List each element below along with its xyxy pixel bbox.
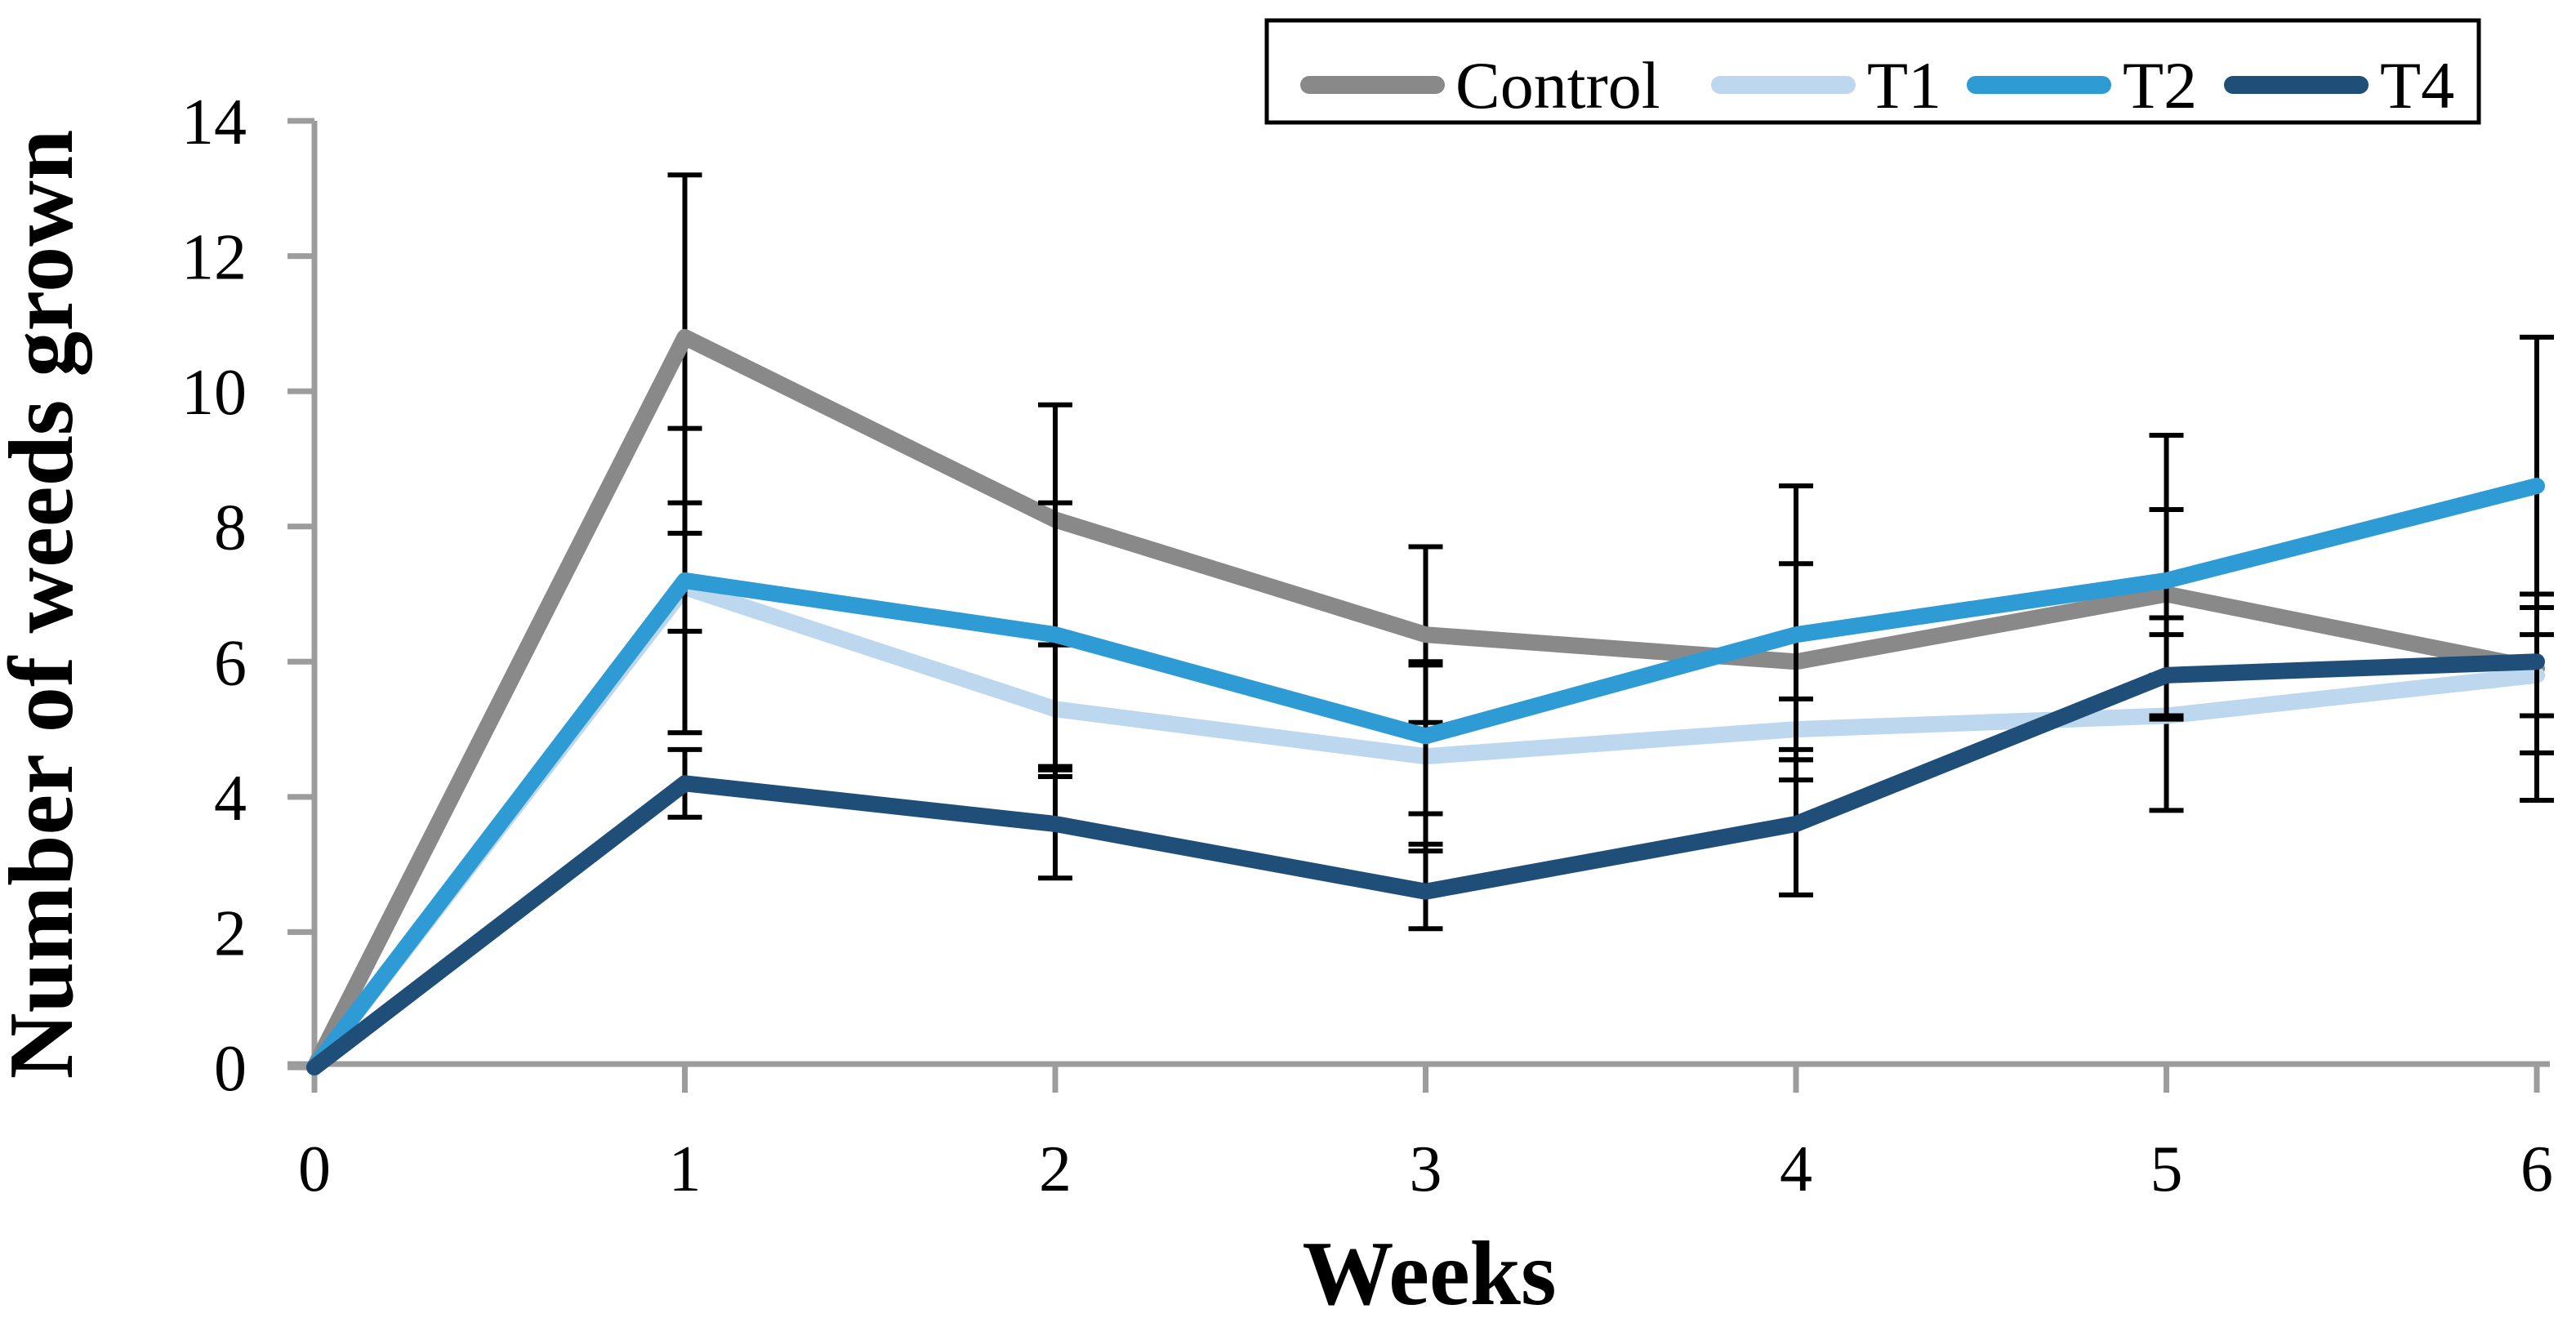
x-tick-label: 6 (2520, 1133, 2553, 1205)
y-tick-label: 0 (214, 1033, 247, 1105)
x-tick-label: 5 (2150, 1133, 2183, 1205)
series-line-t2 (306, 478, 2545, 1075)
x-tick-label: 2 (1039, 1133, 1072, 1205)
x-tick-label: 1 (669, 1133, 702, 1205)
y-tick-label: 14 (181, 87, 247, 158)
y-tick-label: 4 (214, 763, 247, 835)
y-tick-label: 12 (181, 222, 247, 294)
y-tick-label: 8 (214, 492, 247, 564)
y-axis-title: Number of weeds grown (0, 130, 92, 1080)
y-tick-label: 6 (214, 627, 247, 699)
x-tick-label: 4 (1780, 1133, 1812, 1205)
legend: Control T1 T2 T4 (1264, 18, 2481, 125)
x-axis-title: Weeks (1302, 1223, 1556, 1325)
y-tick-label: 2 (214, 897, 247, 969)
legend-box (1264, 18, 2481, 125)
series-line-t4 (306, 653, 2545, 1075)
legend-label-control: Control (1455, 48, 1660, 122)
x-tick-label: 0 (298, 1133, 331, 1205)
legend-label-t1: T1 (1867, 48, 1941, 122)
legend-label-t2: T2 (2123, 48, 2197, 122)
legend-label-t4: T4 (2380, 48, 2454, 122)
y-tick-label: 10 (181, 357, 247, 429)
x-tick-label: 3 (1410, 1133, 1442, 1205)
